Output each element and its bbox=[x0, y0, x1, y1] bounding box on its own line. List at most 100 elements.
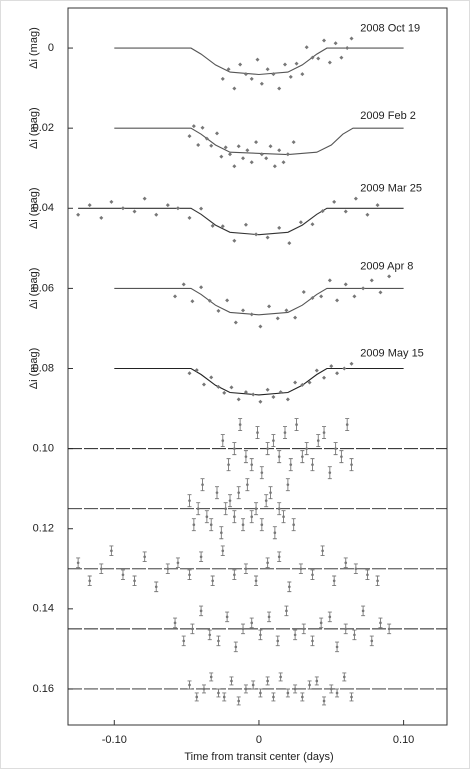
data-point bbox=[249, 312, 254, 317]
data-point bbox=[241, 308, 246, 313]
data-point bbox=[254, 232, 259, 237]
data-point bbox=[226, 67, 231, 72]
residual-point bbox=[234, 645, 238, 649]
x-tick-label: -0.10 bbox=[102, 734, 127, 746]
residual-point bbox=[221, 549, 225, 553]
data-point bbox=[288, 74, 293, 79]
residual-point bbox=[319, 621, 323, 625]
data-point bbox=[278, 390, 283, 395]
data-point bbox=[190, 299, 195, 304]
data-point bbox=[265, 387, 270, 392]
data-point bbox=[365, 212, 370, 217]
residual-point bbox=[316, 439, 320, 442]
data-point bbox=[165, 203, 170, 208]
data-point bbox=[322, 38, 327, 43]
residual-point bbox=[254, 507, 258, 510]
data-point bbox=[254, 140, 259, 145]
data-point bbox=[271, 72, 276, 77]
series-label: 2008 Oct 19 bbox=[360, 22, 420, 34]
residual-point bbox=[277, 555, 281, 559]
y-tick-label: 0.02 bbox=[33, 122, 54, 134]
residual-point bbox=[342, 675, 346, 679]
residual-point bbox=[272, 695, 275, 699]
residual-point bbox=[188, 573, 191, 577]
data-point bbox=[265, 67, 270, 72]
data-point bbox=[335, 371, 340, 376]
residual-point bbox=[335, 691, 339, 695]
data-point bbox=[285, 152, 290, 157]
residual-point bbox=[192, 523, 196, 527]
data-point bbox=[258, 399, 263, 404]
residual-point bbox=[195, 695, 199, 699]
residual-point bbox=[209, 523, 213, 527]
data-point bbox=[275, 316, 280, 321]
residual-point bbox=[288, 585, 291, 589]
data-point bbox=[191, 124, 196, 129]
residual-point bbox=[202, 687, 206, 691]
residual-point bbox=[188, 499, 191, 502]
data-point bbox=[222, 390, 227, 395]
residual-point bbox=[308, 683, 311, 687]
residual-point bbox=[244, 687, 248, 691]
data-point bbox=[343, 282, 348, 287]
residual-point bbox=[328, 471, 332, 474]
data-point bbox=[236, 397, 241, 402]
data-point bbox=[342, 366, 347, 371]
data-point bbox=[291, 140, 296, 145]
residual-point bbox=[299, 567, 303, 571]
data-point bbox=[99, 215, 104, 220]
data-point bbox=[258, 324, 263, 329]
data-point bbox=[310, 55, 315, 60]
residual-point bbox=[315, 679, 319, 683]
residual-point bbox=[344, 627, 348, 631]
residual-point bbox=[241, 523, 245, 527]
data-point bbox=[142, 196, 147, 201]
residual-point bbox=[264, 499, 268, 502]
model-line bbox=[114, 367, 404, 396]
residual-point bbox=[276, 639, 280, 643]
residual-point bbox=[233, 515, 236, 519]
model-line bbox=[114, 287, 404, 316]
data-point bbox=[387, 274, 392, 279]
residual-point bbox=[335, 645, 339, 649]
data-point bbox=[277, 148, 282, 153]
residual-point bbox=[99, 567, 103, 571]
residual-point bbox=[344, 561, 348, 565]
residual-point bbox=[205, 515, 209, 519]
data-point bbox=[225, 298, 230, 303]
residual-point bbox=[277, 507, 281, 510]
data-point bbox=[271, 394, 276, 399]
x-axis-label: Time from transit center (days) bbox=[184, 751, 333, 763]
y-tick-label: 0.04 bbox=[33, 202, 54, 214]
data-point bbox=[332, 199, 337, 204]
data-point bbox=[319, 294, 324, 299]
residual-point bbox=[302, 627, 306, 631]
data-point bbox=[353, 196, 358, 201]
residual-point bbox=[121, 573, 125, 577]
residual-point bbox=[353, 633, 356, 637]
data-point bbox=[236, 144, 241, 149]
data-point bbox=[349, 36, 354, 41]
residual-point bbox=[237, 491, 240, 494]
residual-point bbox=[228, 499, 232, 502]
residual-point bbox=[88, 579, 91, 583]
residual-point bbox=[321, 549, 324, 553]
residual-point bbox=[224, 507, 227, 510]
data-point bbox=[132, 209, 137, 214]
residual-point bbox=[340, 455, 343, 458]
residual-point bbox=[266, 561, 269, 565]
residual-point bbox=[332, 579, 336, 583]
data-point bbox=[187, 215, 192, 220]
data-point bbox=[282, 62, 287, 67]
data-point bbox=[298, 220, 303, 225]
residual-point bbox=[217, 639, 220, 643]
data-point bbox=[316, 56, 321, 61]
residual-point bbox=[376, 579, 379, 583]
data-point bbox=[378, 290, 383, 295]
residual-point bbox=[225, 615, 229, 619]
data-point bbox=[187, 371, 192, 376]
data-point bbox=[375, 203, 380, 208]
residual-point bbox=[191, 627, 194, 631]
data-point bbox=[216, 384, 221, 389]
data-point bbox=[223, 145, 228, 150]
